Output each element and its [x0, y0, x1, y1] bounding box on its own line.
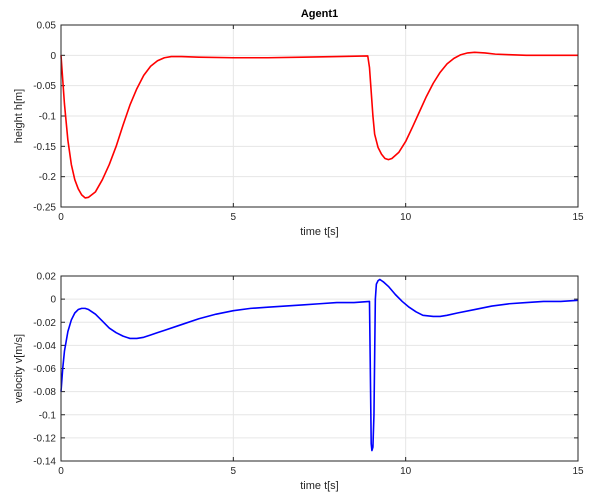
y-tick-label: -0.14	[33, 457, 56, 468]
x-axis-label: time t[s]	[300, 226, 339, 238]
y-tick-label: -0.25	[33, 203, 56, 214]
x-tick-label: 0	[58, 212, 64, 223]
y-axis-label: velocity v[m/s]	[13, 334, 25, 403]
y-tick-label: 0.05	[37, 21, 57, 32]
y-tick-label: -0.12	[33, 433, 56, 444]
y-tick-label: 0.02	[37, 272, 57, 283]
x-tick-label: 0	[58, 466, 64, 477]
chart-title: Agent1	[301, 8, 338, 20]
x-axis-label: time t[s]	[300, 480, 339, 492]
y-tick-label: -0.08	[33, 387, 56, 398]
plot-panel-1: 0 5 10 15 0.05 0 -0.05 -0.1 -0.15 -0.2 -0.25 Agent1…	[13, 8, 584, 238]
x-tick-label: 15	[572, 466, 584, 477]
x-tick-label: 10	[400, 212, 412, 223]
y-tick-label: -0.05	[33, 81, 56, 92]
plot-panel-2: 0 5 10 15 0.02 0 -0.02 -0.04 -0.06 -0.08 -0.1 -0.12…	[13, 272, 584, 493]
series-line-1	[60, 278, 579, 452]
y-tick-label: -0.06	[33, 364, 56, 375]
y-tick-label: -0.04	[33, 341, 56, 352]
y-tick-label: -0.1	[39, 410, 57, 421]
y-axis-label: height h[m]	[13, 89, 25, 143]
series-line-1	[60, 51, 578, 199]
y-tick-label: -0.2	[39, 172, 57, 183]
y-tick-label: 0	[50, 51, 56, 62]
y-tick-label: -0.02	[33, 318, 56, 329]
x-tick-label: 10	[400, 466, 412, 477]
y-tick-label: 0	[50, 295, 56, 306]
axes-frame	[60, 275, 579, 462]
y-tick-label: -0.1	[39, 112, 57, 123]
x-tick-label: 5	[231, 466, 237, 477]
y-tick-label: -0.15	[33, 142, 56, 153]
axes-frame	[60, 24, 579, 208]
x-tick-label: 5	[231, 212, 237, 223]
x-tick-label: 15	[572, 212, 584, 223]
